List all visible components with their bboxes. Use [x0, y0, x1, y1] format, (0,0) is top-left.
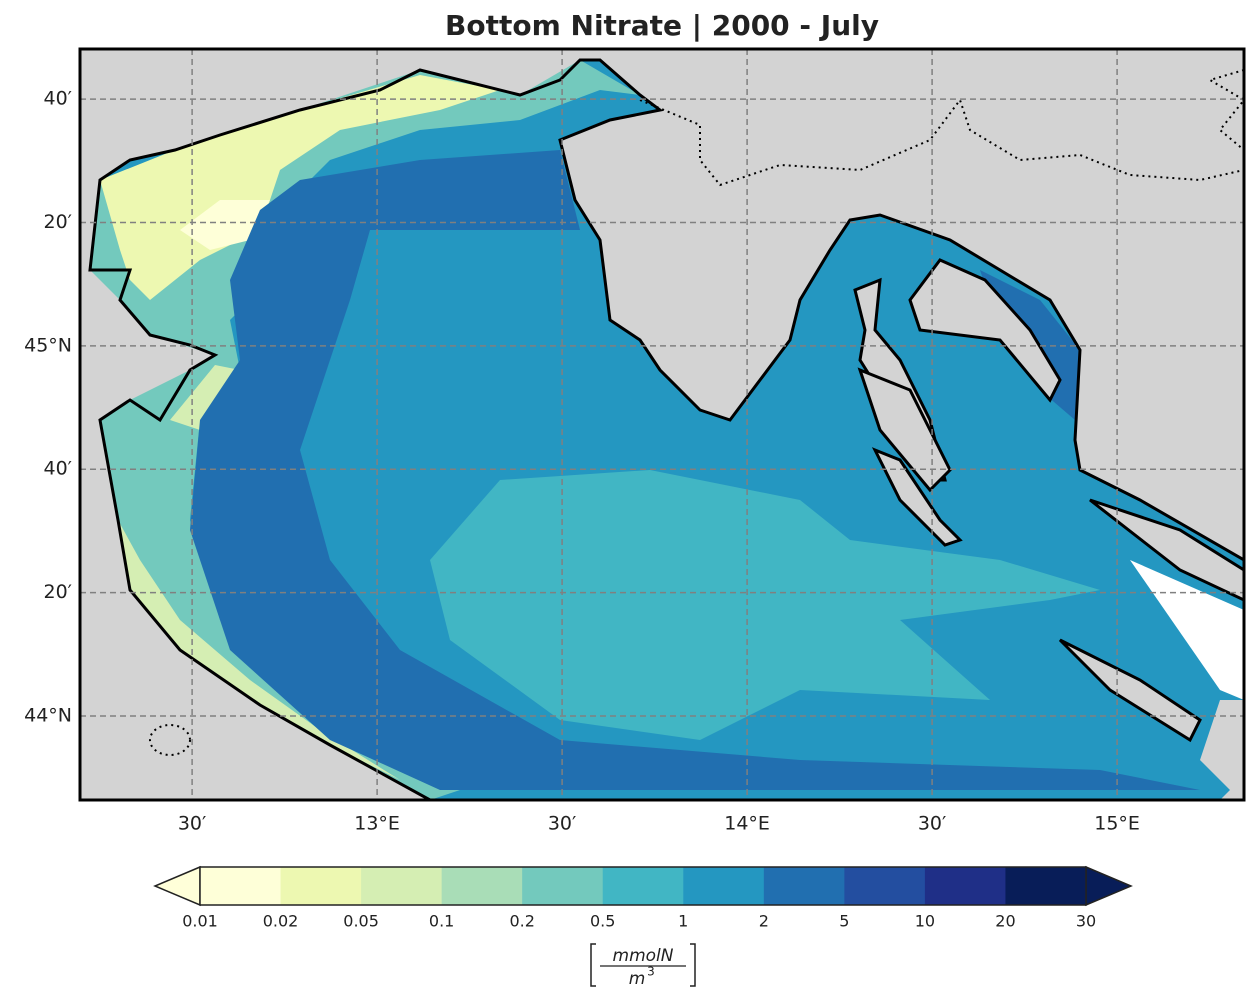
colorbar-tick-label: 1 [678, 912, 688, 931]
colorbar-extend-over [1085, 865, 1133, 907]
y-tick-label: 20′ [44, 581, 73, 603]
colorbar-tick-label: 0.02 [263, 912, 299, 931]
island [908, 258, 1062, 403]
unit-exponent: 3 [647, 965, 655, 979]
colorbar-segment [683, 867, 765, 905]
island [1058, 638, 1202, 743]
bracket [590, 943, 696, 987]
coastal-pale [170, 365, 240, 430]
x-tick-label: 14°E [724, 813, 770, 835]
map [80, 49, 1244, 800]
colorbar-segment [522, 867, 604, 905]
colorbar-tick-label: 0.01 [182, 912, 218, 931]
colorbar-extend-under [153, 865, 201, 907]
colorbar-segment [441, 867, 523, 905]
x-tick-label: 30′ [548, 813, 577, 835]
colorbar-tick-label: 0.1 [429, 912, 454, 931]
colorbar-segment [763, 867, 845, 905]
y-tick-label: 20′ [44, 211, 73, 233]
island [1089, 498, 1244, 602]
unit-denominator: m [629, 969, 646, 989]
island [857, 367, 952, 493]
unit-label: mmolN m 3 [590, 943, 696, 989]
x-tick-label: 30′ [918, 813, 947, 835]
unit-numerator: mmolN [613, 946, 674, 966]
dark-band [190, 150, 1200, 790]
colorbar-segment [280, 867, 362, 905]
colorbar-tick-label: 5 [839, 912, 849, 931]
colorbar-outline [199, 866, 1087, 906]
title: Bottom Nitrate | 2000 - July [445, 9, 879, 42]
colorbar-tick-label: 10 [915, 912, 935, 931]
colorbar-tick-label: 0.05 [343, 912, 379, 931]
colorbar-tick-label: 2 [759, 912, 769, 931]
y-tick-label: 40′ [44, 88, 73, 110]
colorbar-tick-label: 0.2 [509, 912, 534, 931]
coastal-pale [180, 200, 270, 250]
x-tick-label: 30′ [178, 813, 207, 835]
x-tick-label: 13°E [354, 813, 400, 835]
y-tick-label: 45°N [24, 334, 72, 356]
colorbar-segment [200, 867, 282, 905]
colorbar-segment [844, 867, 926, 905]
coastal-pale [100, 75, 500, 300]
island [871, 447, 963, 547]
x-tick-label: 15°E [1094, 813, 1140, 835]
colorbar-segment [1005, 867, 1087, 905]
y-tick-label: 40′ [44, 458, 73, 480]
colorbar-segment [602, 867, 684, 905]
coastline [88, 58, 1244, 800]
border [149, 724, 191, 756]
y-tick-label: 44°N [24, 704, 72, 726]
colorbar-tick-label: 0.5 [590, 912, 615, 931]
island [1130, 560, 1244, 700]
colorbar-tick-label: 20 [995, 912, 1015, 931]
colorbar-segment [361, 867, 443, 905]
frame [78, 47, 1246, 802]
colorbar-tick-label: 30 [1076, 912, 1096, 931]
colorbar-segment [924, 867, 1006, 905]
